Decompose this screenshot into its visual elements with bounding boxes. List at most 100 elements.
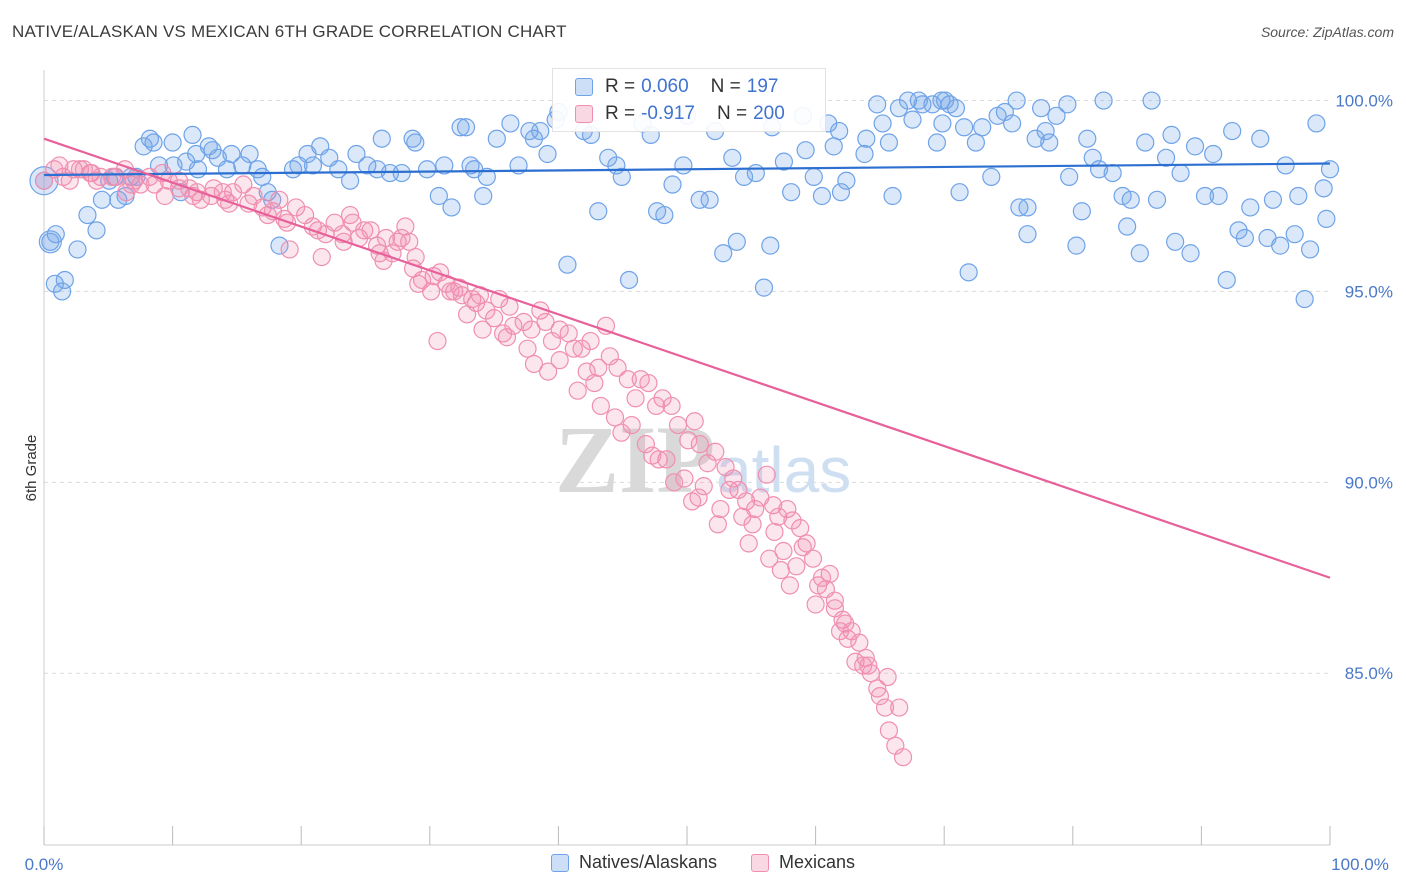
data-point (793, 538, 812, 557)
data-point (878, 667, 897, 687)
data-point (392, 228, 411, 248)
data-point (1204, 144, 1223, 164)
data-point (903, 110, 922, 129)
data-point (1003, 114, 1022, 133)
data-point (879, 721, 899, 740)
data-point (760, 549, 779, 568)
legend-row-mexicans: R = -0.917 N = 200 (575, 101, 785, 127)
data-point (1058, 95, 1077, 114)
data-point (774, 152, 794, 171)
data-point (559, 324, 578, 343)
data-point (372, 129, 391, 148)
data-point (1241, 198, 1260, 217)
data-point (857, 129, 876, 148)
data-point (183, 125, 202, 145)
legend-r-label: R = (605, 76, 636, 97)
data-point (1181, 244, 1200, 263)
data-point (376, 228, 396, 248)
data-point (806, 595, 825, 614)
data-point (663, 175, 682, 194)
data-point (783, 511, 802, 530)
data-point (347, 144, 366, 164)
data-point (522, 320, 541, 339)
data-point (234, 175, 253, 194)
data-point (303, 156, 323, 175)
watermark-atlas: atlas (716, 434, 851, 506)
data-point (396, 217, 415, 236)
data-point (1217, 270, 1236, 290)
legend-item-natives[interactable]: Natives/Alaskans (550, 852, 718, 873)
data-point (78, 205, 97, 225)
data-point (430, 263, 450, 282)
data-point (830, 121, 849, 141)
y-tick-label: 100.0% (1335, 92, 1393, 111)
data-point (674, 156, 693, 175)
data-point (1078, 129, 1097, 148)
data-point (655, 205, 674, 225)
legend-label-mexicans: Mexicans (779, 852, 856, 872)
data-point (1263, 190, 1283, 209)
series-legend: Natives/Alaskans Mexicans (0, 852, 1406, 873)
data-point (662, 396, 681, 416)
data-point (442, 198, 461, 217)
data-point (959, 263, 978, 282)
data-point (270, 236, 289, 255)
data-point (474, 186, 493, 206)
data-point (217, 160, 237, 179)
series-natives-alaskans (29, 91, 1340, 309)
data-point (253, 167, 272, 186)
legend-n-value: 197 (746, 76, 779, 97)
data-point (796, 141, 815, 160)
data-point (1185, 137, 1205, 156)
data-point (1130, 244, 1149, 263)
data-point (477, 301, 496, 320)
data-point (280, 240, 299, 259)
data-point (883, 186, 902, 206)
data-point (550, 320, 569, 339)
data-point (765, 522, 784, 542)
data-point (1300, 240, 1320, 259)
data-point (312, 247, 331, 267)
trend-line-mexicans (43, 137, 1331, 579)
data-point (1067, 236, 1086, 255)
data-point (457, 305, 477, 324)
legend-item-mexicans[interactable]: Mexicans (751, 852, 855, 873)
data-point (1295, 289, 1314, 309)
data-point (417, 160, 437, 179)
data-point (514, 312, 533, 332)
data-point (487, 129, 506, 148)
data-point (679, 431, 698, 450)
data-point (787, 557, 806, 576)
data-point (223, 183, 243, 202)
data-point (87, 171, 106, 190)
correlation-legend: R = 0.060 N = 197 R = -0.917 N = 200 (552, 68, 826, 132)
data-point (497, 328, 517, 347)
legend-label-natives: Natives/Alaskans (578, 852, 718, 872)
data-point (898, 91, 918, 110)
data-point (589, 202, 608, 221)
data-point (50, 156, 69, 175)
data-point (706, 442, 725, 461)
data-point (873, 114, 892, 133)
data-point (875, 698, 895, 717)
data-point (1166, 232, 1185, 251)
legend-r-value: 0.060 (641, 76, 689, 97)
data-point (1072, 202, 1091, 221)
source-label: Source: ZipAtlas.com (1260, 24, 1394, 40)
data-point (550, 351, 569, 370)
tick-labels: 85.0% 90.0% 95.0% 100.0% 0.0% 100.0% (25, 92, 1393, 874)
data-point (1121, 190, 1140, 209)
data-point (791, 519, 810, 538)
data-point (1018, 225, 1037, 244)
chart-title: NATIVE/ALASKAN VS MEXICAN 6TH GRADE CORR… (12, 22, 567, 41)
axes (43, 70, 1331, 846)
data-point (406, 133, 425, 152)
data-point (169, 171, 189, 190)
data-point (850, 633, 869, 652)
legend-swatch-blue (575, 78, 593, 96)
data-point (163, 133, 182, 152)
data-point (946, 99, 966, 118)
data-point (1223, 121, 1242, 141)
x-tick-label: 0.0% (25, 855, 64, 874)
